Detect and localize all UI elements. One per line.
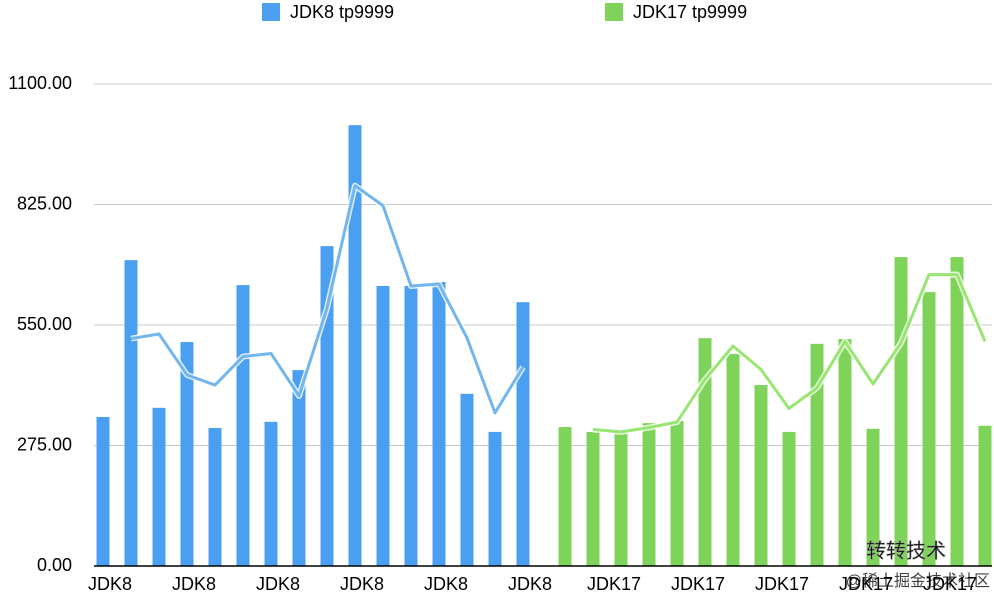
y-tick-label: 1100.00 bbox=[8, 73, 72, 93]
x-tick-label: JDK8 bbox=[88, 574, 132, 594]
bar bbox=[670, 420, 684, 566]
bar bbox=[558, 427, 572, 566]
watermark: @稀土掘金技术社区 bbox=[846, 572, 990, 590]
x-tick-label: JDK8 bbox=[508, 574, 552, 594]
legend-label: JDK8 tp9999 bbox=[290, 2, 394, 22]
bar bbox=[642, 423, 656, 566]
bar bbox=[208, 427, 222, 566]
bar bbox=[810, 343, 824, 566]
bar bbox=[96, 417, 110, 566]
bar bbox=[782, 431, 796, 566]
x-tick-label: JDK17 bbox=[923, 574, 977, 594]
bar bbox=[236, 285, 250, 566]
bar bbox=[950, 257, 964, 566]
bar bbox=[348, 125, 362, 567]
x-tick-label: JDK8 bbox=[256, 574, 300, 594]
bar bbox=[488, 431, 502, 566]
x-tick-label: JDK8 bbox=[172, 574, 216, 594]
bar bbox=[292, 370, 306, 566]
bar bbox=[894, 257, 908, 566]
bar bbox=[404, 286, 418, 566]
x-tick-label: JDK17 bbox=[587, 574, 641, 594]
trendline bbox=[130, 184, 525, 415]
y-tick-label: 825.00 bbox=[17, 193, 72, 213]
bar bbox=[866, 428, 880, 566]
x-tick-label: JDK8 bbox=[340, 574, 384, 594]
x-tick-label: JDK17 bbox=[671, 574, 725, 594]
bar bbox=[922, 292, 936, 566]
bar bbox=[460, 393, 474, 566]
x-tick-label: JDK8 bbox=[424, 574, 468, 594]
legend-swatch bbox=[262, 3, 280, 21]
bar bbox=[180, 342, 194, 566]
x-tick-label: JDK17 bbox=[839, 574, 893, 594]
bar bbox=[838, 339, 852, 566]
bar bbox=[432, 282, 446, 566]
bar bbox=[124, 260, 138, 566]
legend-swatch bbox=[605, 3, 623, 21]
trendline bbox=[592, 273, 987, 434]
x-tick-label: JDK17 bbox=[755, 574, 809, 594]
bar bbox=[978, 425, 992, 566]
bar bbox=[754, 385, 768, 566]
bar bbox=[152, 407, 166, 566]
y-tick-label: 275.00 bbox=[17, 434, 72, 454]
watermark: 转转技术 bbox=[866, 539, 946, 562]
bar bbox=[586, 431, 600, 566]
legend-label: JDK17 tp9999 bbox=[633, 2, 747, 22]
bar bbox=[376, 286, 390, 566]
bar bbox=[614, 431, 628, 566]
y-tick-label: 0.00 bbox=[37, 555, 72, 575]
bar bbox=[516, 302, 530, 566]
bar bbox=[726, 353, 740, 566]
bar bbox=[264, 421, 278, 566]
y-tick-label: 550.00 bbox=[17, 314, 72, 334]
bar bbox=[698, 338, 712, 566]
